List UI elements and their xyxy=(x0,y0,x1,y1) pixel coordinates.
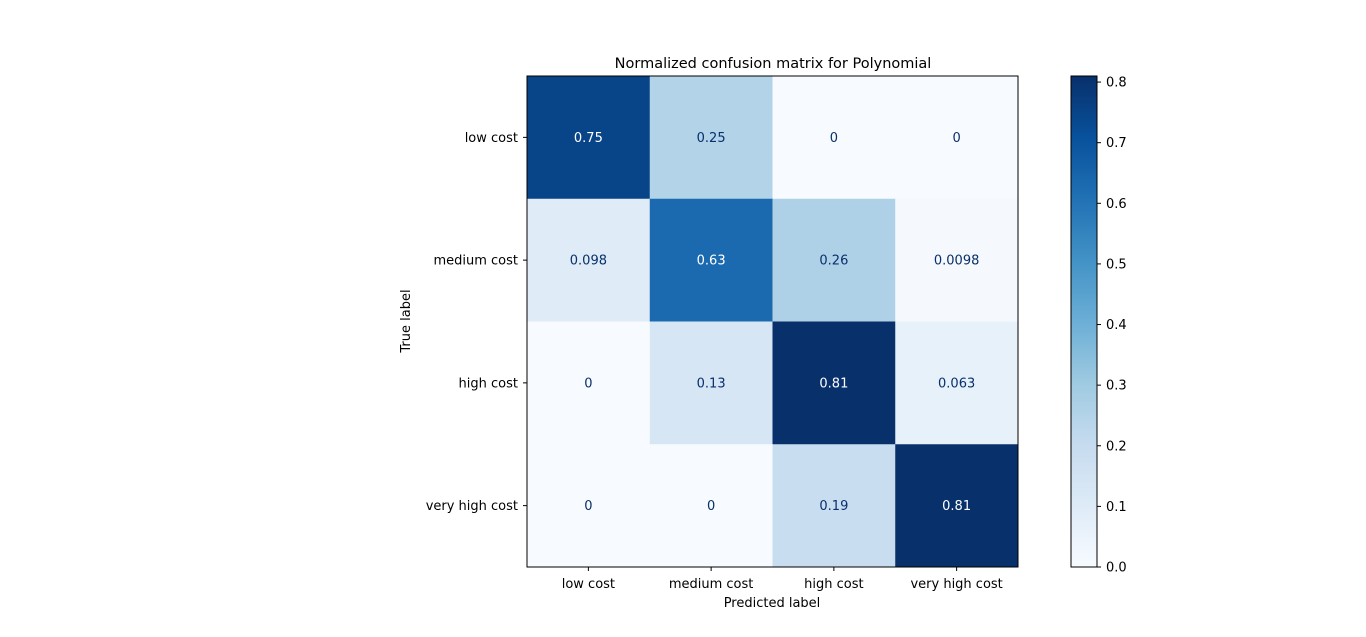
cell-value-label: 0.75 xyxy=(574,131,603,146)
colorbar-tick-label: 0.6 xyxy=(1106,197,1127,212)
heatmap-cell xyxy=(772,321,896,445)
colorbar-tick-label: 0.0 xyxy=(1106,561,1127,576)
cell-value-label: 0 xyxy=(952,131,960,146)
chart-title: Normalized confusion matrix for Polynomi… xyxy=(615,56,932,72)
x-tick-label: low cost xyxy=(562,577,615,592)
colorbar-ticks: 0.0 0.1 0.2 0.3 0.4 0.5 0.6 0.7 0.8 xyxy=(1097,76,1127,576)
heatmap-cell xyxy=(772,76,896,200)
cell-value-label: 0 xyxy=(830,131,838,146)
cell-value-label: 0.81 xyxy=(942,499,971,514)
y-tick-label: medium cost xyxy=(433,254,518,269)
y-axis-label: True label xyxy=(399,289,414,353)
heatmap-cell xyxy=(527,198,651,322)
cell-value-label: 0.25 xyxy=(697,131,726,146)
heatmap-cell xyxy=(649,321,773,445)
heatmap-cell xyxy=(895,444,1019,568)
colorbar-tick-label: 0.8 xyxy=(1106,76,1127,91)
colorbar-tick-label: 0.7 xyxy=(1106,136,1127,151)
heatmap-cells: 0.75 0.25 0 0 0.098 0.63 0.26 0.0098 0 0.13 0.81 0.… xyxy=(527,76,1019,568)
y-tick-label: very high cost xyxy=(426,499,518,514)
heatmap-cell xyxy=(649,76,773,200)
cell-value-label: 0.26 xyxy=(819,254,848,269)
y-tick-label: low cost xyxy=(465,131,518,146)
cell-value-label: 0.63 xyxy=(697,254,726,269)
colorbar-tick-label: 0.3 xyxy=(1106,379,1127,394)
cell-value-label: 0.098 xyxy=(570,254,607,269)
x-tick-label: very high cost xyxy=(910,577,1002,592)
cell-value-label: 0 xyxy=(584,499,592,514)
colorbar-frame xyxy=(1070,75,1098,568)
cell-value-label: 0.063 xyxy=(938,376,975,391)
colorbar-tick-label: 0.4 xyxy=(1106,318,1127,333)
cell-value-label: 0 xyxy=(584,376,592,391)
colorbar xyxy=(1071,76,1097,567)
x-axis-label: Predicted label xyxy=(724,596,821,611)
heatmap-cell xyxy=(772,198,896,322)
y-axis-ticks: low cost medium cost high cost very high co… xyxy=(426,131,527,514)
heatmap-cell xyxy=(527,321,651,445)
cell-value-label: 0.19 xyxy=(819,499,848,514)
x-tick-label: medium cost xyxy=(669,577,754,592)
heatmap-cell xyxy=(527,76,651,200)
cell-value-label: 0.0098 xyxy=(934,254,980,269)
colorbar-tick-label: 0.5 xyxy=(1106,257,1127,272)
colorbar-tick-label: 0.2 xyxy=(1106,439,1127,454)
heatmap-cell xyxy=(649,198,773,322)
heatmap-cell xyxy=(772,444,896,568)
cell-value-label: 0 xyxy=(707,499,715,514)
heatmap-cell xyxy=(649,444,773,568)
plot-frame xyxy=(526,75,1019,568)
heatmap-cell xyxy=(895,198,1019,322)
x-tick-label: high cost xyxy=(804,577,863,592)
x-axis-ticks: low cost medium cost high cost very high co… xyxy=(562,567,1003,592)
heatmap-cell xyxy=(895,76,1019,200)
heatmap-cell xyxy=(895,321,1019,445)
cell-value-label: 0.13 xyxy=(697,376,726,391)
y-tick-label: high cost xyxy=(459,376,518,391)
colorbar-tick-label: 0.1 xyxy=(1106,500,1127,515)
cell-value-label: 0.81 xyxy=(819,376,848,391)
heatmap-cell xyxy=(527,444,651,568)
